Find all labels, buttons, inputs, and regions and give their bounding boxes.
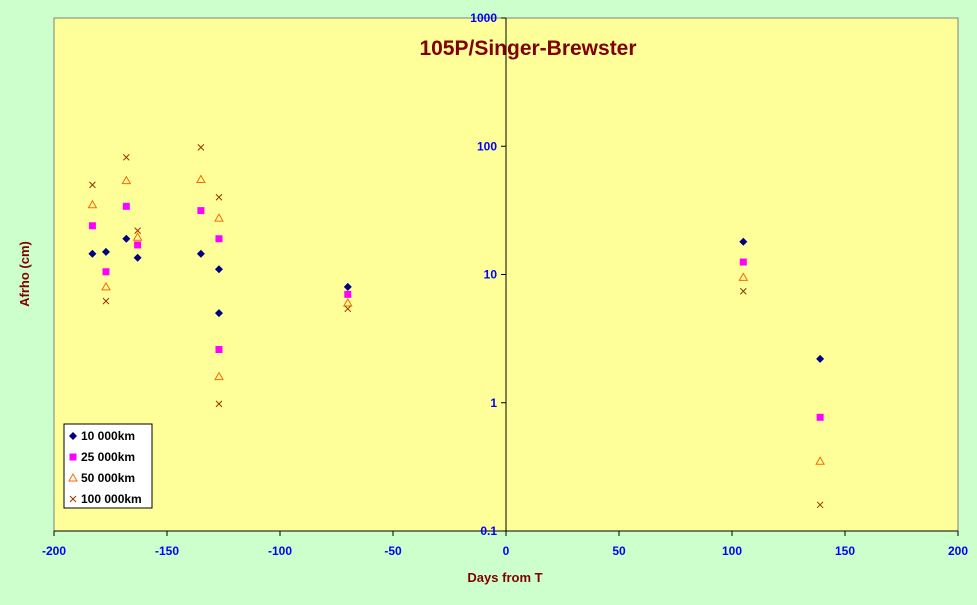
data-point-series-2 [215, 235, 223, 243]
data-point-series-2 [344, 290, 352, 298]
data-point-series-2 [102, 268, 110, 276]
data-point-series-3 [214, 213, 224, 222]
legend-label-3: 50 000km [81, 471, 135, 485]
data-point-series-4 [215, 400, 223, 408]
data-point-series-4 [89, 181, 96, 189]
data-point-series-4 [816, 501, 824, 509]
y-tick-label: 10 [484, 268, 498, 282]
legend-marker-1 [69, 432, 77, 440]
x-axis-title: Days from T [467, 570, 542, 585]
data-point-series-2 [88, 222, 96, 230]
legend-marker-2 [69, 453, 77, 461]
legend-box [63, 423, 153, 509]
data-point-series-3 [87, 199, 98, 209]
y-axis-title: Afrho (cm) [17, 241, 32, 307]
data-points-layer [87, 144, 826, 509]
data-point-series-3 [738, 272, 749, 281]
axes-layer: -200 -150 -100 -50 0 50 100 150 200 0.1 1 10 100 1000 [42, 11, 968, 558]
data-point-series-4 [122, 153, 130, 161]
data-point-series-4 [197, 144, 205, 151]
data-point-series-3 [342, 297, 353, 307]
y-tick-label: 100 [477, 139, 497, 153]
x-tick-label: 150 [835, 544, 855, 558]
x-tick-label: 100 [722, 544, 742, 558]
data-point-series-1 [343, 282, 352, 291]
x-tick-label: -150 [155, 544, 179, 558]
data-point-series-1 [214, 309, 223, 318]
y-tick-label: 0.1 [480, 524, 497, 538]
data-point-series-2 [215, 346, 223, 354]
data-point-series-3 [196, 174, 206, 184]
data-point-series-1 [133, 253, 142, 262]
x-tick-label: 200 [948, 544, 968, 558]
data-point-series-4 [215, 193, 223, 201]
chart-title: 105P/Singer-Brewster [419, 37, 636, 60]
data-point-series-2 [197, 207, 205, 215]
data-point-series-2 [739, 258, 747, 266]
x-tick-label: -100 [268, 544, 292, 558]
legend-label-2: 25 000km [81, 450, 135, 464]
legend-markers [68, 432, 78, 503]
legend-marker-4 [69, 495, 77, 503]
legend-marker-3 [68, 472, 78, 482]
x-tick-label: -200 [42, 544, 66, 558]
data-point-series-4 [102, 297, 110, 305]
x-tick-label: 0 [503, 544, 510, 558]
legend-label-4: 100 000km [81, 492, 142, 506]
data-point-series-2 [134, 241, 142, 249]
data-point-series-3 [121, 175, 132, 185]
y-tick-label: 1 [490, 396, 497, 410]
legend-label-1: 10 000km [81, 429, 135, 443]
data-point-series-1 [88, 249, 97, 258]
data-point-series-3 [214, 371, 224, 381]
data-point-series-2 [816, 413, 824, 421]
data-point-series-4 [739, 287, 747, 295]
data-point-series-1 [214, 265, 223, 274]
data-point-series-1 [101, 247, 110, 256]
x-tick-label: 50 [612, 544, 626, 558]
data-point-series-3 [132, 232, 143, 241]
x-tick-label: -50 [384, 544, 402, 558]
data-point-series-1 [196, 249, 205, 258]
data-point-series-1 [739, 237, 748, 246]
legend: 10 000km 25 000km 50 000km 100 000km [63, 423, 153, 509]
y-tick-label: 1000 [470, 11, 497, 25]
data-point-series-1 [816, 354, 825, 363]
data-point-series-1 [122, 234, 131, 243]
data-point-series-4 [344, 305, 352, 313]
data-point-series-3 [815, 456, 826, 465]
data-point-series-2 [122, 202, 130, 210]
data-point-series-4 [134, 227, 141, 234]
data-point-series-3 [101, 281, 111, 291]
